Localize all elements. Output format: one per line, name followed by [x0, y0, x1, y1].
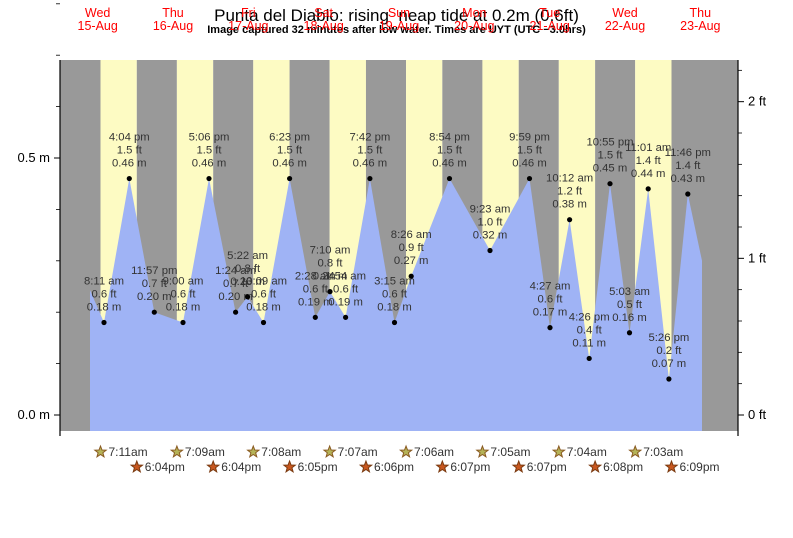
svg-text:4:26 pm: 4:26 pm: [569, 311, 610, 323]
svg-text:2 ft: 2 ft: [748, 94, 766, 109]
svg-text:8:54 pm: 8:54 pm: [429, 132, 470, 144]
svg-text:0.16 m: 0.16 m: [612, 312, 647, 324]
svg-text:0.11 m: 0.11 m: [572, 337, 606, 349]
svg-text:0.45 m: 0.45 m: [593, 163, 628, 175]
svg-text:0.18 m: 0.18 m: [87, 301, 122, 313]
svg-text:1.5 ft: 1.5 ft: [597, 150, 623, 162]
svg-text:0.18 m: 0.18 m: [246, 301, 281, 313]
svg-text:0.6 ft: 0.6 ft: [251, 288, 277, 300]
svg-text:0.8 ft: 0.8 ft: [235, 263, 261, 275]
svg-text:1.5 ft: 1.5 ft: [196, 145, 222, 157]
svg-text:4:27 am: 4:27 am: [530, 281, 571, 293]
svg-text:0 ft: 0 ft: [748, 407, 766, 422]
svg-text:7:10 am: 7:10 am: [310, 245, 351, 257]
svg-text:11:46 pm: 11:46 pm: [665, 147, 711, 159]
svg-text:0.6 ft: 0.6 ft: [537, 294, 563, 306]
svg-text:0.18 m: 0.18 m: [166, 301, 201, 313]
svg-text:0.46 m: 0.46 m: [272, 158, 307, 170]
svg-text:1.0 ft: 1.0 ft: [477, 217, 503, 229]
svg-text:10:12 am: 10:12 am: [546, 173, 593, 185]
svg-text:6:09pm: 6:09pm: [680, 460, 720, 474]
svg-text:8:26 am: 8:26 am: [391, 229, 432, 241]
svg-text:0.46 m: 0.46 m: [432, 158, 467, 170]
svg-text:7:42 pm: 7:42 pm: [349, 132, 390, 144]
svg-text:8:11 am: 8:11 am: [84, 275, 124, 287]
svg-text:6:07pm: 6:07pm: [527, 460, 567, 474]
svg-text:0.46 m: 0.46 m: [353, 158, 388, 170]
svg-text:0.46 m: 0.46 m: [112, 158, 147, 170]
svg-text:0.18 m: 0.18 m: [377, 301, 412, 313]
svg-text:0.6 ft: 0.6 ft: [91, 288, 117, 300]
svg-text:9:23 am: 9:23 am: [470, 204, 511, 216]
svg-text:6:04pm: 6:04pm: [145, 460, 185, 474]
svg-text:0.27 m: 0.27 m: [394, 255, 429, 267]
svg-text:1.5 ft: 1.5 ft: [517, 145, 543, 157]
svg-text:6:07pm: 6:07pm: [450, 460, 490, 474]
svg-text:7:08am: 7:08am: [261, 445, 301, 459]
svg-text:1.4 ft: 1.4 ft: [636, 155, 662, 167]
svg-text:6:23 pm: 6:23 pm: [269, 132, 310, 144]
svg-text:1:54 am: 1:54 am: [325, 270, 366, 282]
svg-text:5:22 am: 5:22 am: [227, 250, 268, 262]
svg-text:0.9 ft: 0.9 ft: [399, 242, 425, 254]
svg-text:6:04pm: 6:04pm: [221, 460, 261, 474]
svg-text:0.4 ft: 0.4 ft: [577, 324, 603, 336]
svg-text:0.44 m: 0.44 m: [631, 168, 666, 180]
svg-text:0.6 ft: 0.6 ft: [333, 283, 359, 295]
svg-text:1.5 ft: 1.5 ft: [117, 145, 143, 157]
svg-text:7:09am: 7:09am: [185, 445, 225, 459]
svg-text:6:08pm: 6:08pm: [603, 460, 643, 474]
svg-text:1 ft: 1 ft: [748, 250, 766, 265]
svg-text:6:06pm: 6:06pm: [374, 460, 414, 474]
svg-text:0.0 m: 0.0 m: [17, 407, 50, 422]
svg-text:1.4 ft: 1.4 ft: [675, 160, 701, 172]
svg-text:7:03am: 7:03am: [643, 445, 683, 459]
svg-text:0.6 ft: 0.6 ft: [170, 288, 196, 300]
svg-text:10:09 am: 10:09 am: [240, 275, 287, 287]
svg-text:7:04am: 7:04am: [567, 445, 607, 459]
svg-text:5:03 am: 5:03 am: [609, 286, 650, 298]
svg-text:0.2 ft: 0.2 ft: [656, 345, 682, 357]
svg-text:1.5 ft: 1.5 ft: [277, 145, 303, 157]
svg-text:7:06am: 7:06am: [414, 445, 454, 459]
svg-text:0.43 m: 0.43 m: [671, 173, 706, 185]
svg-text:4:04 pm: 4:04 pm: [109, 132, 150, 144]
svg-text:0.8 ft: 0.8 ft: [317, 258, 343, 270]
svg-text:9:00 am: 9:00 am: [163, 275, 204, 287]
svg-text:7:11am: 7:11am: [109, 445, 148, 459]
svg-text:7:07am: 7:07am: [338, 445, 378, 459]
svg-text:5:06 pm: 5:06 pm: [189, 132, 230, 144]
svg-text:0.46 m: 0.46 m: [512, 158, 547, 170]
svg-text:1.5 ft: 1.5 ft: [437, 145, 463, 157]
svg-text:9:59 pm: 9:59 pm: [509, 132, 550, 144]
svg-text:0.38 m: 0.38 m: [552, 199, 587, 211]
svg-text:6:05pm: 6:05pm: [298, 460, 338, 474]
svg-text:1.2 ft: 1.2 ft: [557, 186, 583, 198]
svg-text:0.6 ft: 0.6 ft: [382, 288, 408, 300]
svg-text:0.46 m: 0.46 m: [192, 158, 227, 170]
svg-text:0.19 m: 0.19 m: [328, 296, 363, 308]
svg-text:0.6 ft: 0.6 ft: [303, 283, 329, 295]
svg-text:5:26 pm: 5:26 pm: [648, 332, 689, 344]
svg-text:3:15 am: 3:15 am: [374, 275, 415, 287]
svg-text:0.5 ft: 0.5 ft: [617, 299, 643, 311]
svg-text:1.5 ft: 1.5 ft: [357, 145, 383, 157]
svg-text:0.07 m: 0.07 m: [652, 358, 687, 370]
svg-text:0.17 m: 0.17 m: [533, 307, 568, 319]
svg-text:0.32 m: 0.32 m: [473, 230, 508, 242]
svg-text:0.5 m: 0.5 m: [17, 150, 50, 165]
svg-text:7:05am: 7:05am: [490, 445, 530, 459]
